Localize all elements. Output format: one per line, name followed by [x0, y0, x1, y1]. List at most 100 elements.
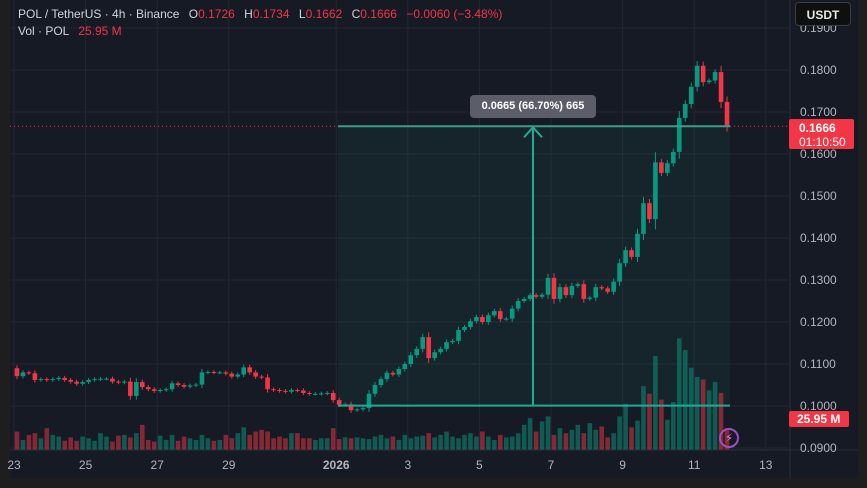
volume-bar [503, 437, 509, 450]
volume-bar [38, 438, 44, 450]
volume-bar [181, 436, 187, 450]
volume-bar [653, 355, 658, 450]
candle-body [20, 372, 26, 377]
volume-bar [14, 431, 20, 450]
candle-body [229, 373, 235, 377]
last-price-tag: 0.1666 01:10:50 [789, 119, 854, 149]
close-label: C [351, 7, 361, 21]
candle-body [462, 327, 467, 330]
volume-bar [700, 379, 706, 450]
candle-body [718, 72, 724, 102]
candle-body [307, 392, 312, 394]
volume-bar [462, 434, 467, 450]
volume-bar [694, 376, 700, 450]
candle-body [104, 378, 109, 380]
candle-body [569, 285, 575, 296]
volume-bar [307, 438, 312, 450]
volume-bar [426, 433, 431, 450]
volume-bar [92, 440, 97, 450]
symbol-title[interactable]: POL / TetherUS · 4h · Binance [18, 7, 180, 21]
candle-body [318, 393, 324, 395]
volume-bar [20, 439, 26, 450]
candle-body [706, 80, 712, 83]
candle-body [193, 384, 199, 386]
candle-body [450, 340, 455, 343]
candle-body [372, 385, 378, 394]
candle-body [145, 387, 151, 390]
volume-bar [480, 431, 485, 450]
volume-bar [366, 439, 372, 450]
candle-body [169, 383, 175, 390]
candle-body [348, 404, 354, 411]
candle-body [259, 376, 264, 378]
volume-bar [641, 386, 646, 450]
volume-bar [157, 435, 163, 450]
volume-bar [593, 429, 599, 450]
price-tick-label: 0.1400 [800, 231, 837, 245]
volume-bar [611, 433, 616, 450]
candle-body [390, 372, 396, 375]
volume-row: Vol · POL 25.95 M [18, 23, 502, 40]
candle-body [563, 287, 569, 296]
volume-bar [145, 439, 151, 450]
candle-body [408, 355, 414, 364]
candle-body [271, 389, 276, 391]
volume-bar [235, 433, 241, 450]
time-tick-label: 7 [548, 458, 555, 472]
volume-bar [432, 437, 437, 450]
candle-body [241, 367, 247, 375]
volume-value: 25.95 M [78, 24, 122, 38]
candle-body [426, 337, 431, 359]
candle-body [474, 316, 479, 322]
candle-body [700, 65, 706, 83]
candle-body [199, 372, 205, 385]
time-tick-label: 25 [79, 458, 93, 472]
candle-body [187, 385, 193, 387]
volume-bar [98, 433, 103, 450]
volume-bar [128, 437, 133, 450]
candle-body [38, 379, 44, 381]
candle-body [611, 281, 616, 292]
candle-body [74, 381, 79, 384]
volume-bar [551, 434, 557, 450]
candle-body [157, 390, 163, 392]
candle-body [68, 379, 73, 382]
volume-bar [259, 429, 264, 450]
volume-bar [289, 433, 294, 450]
volume-bar [187, 438, 193, 450]
volume-bar [336, 439, 342, 450]
volume-bar [420, 435, 426, 450]
volume-bar [205, 438, 211, 450]
candle-body [211, 371, 217, 373]
candle-body [289, 390, 294, 392]
volume-label[interactable]: Vol · POL [18, 24, 69, 38]
candle-body [44, 379, 50, 381]
volume-bar [247, 434, 252, 450]
candle-body [480, 316, 485, 322]
volume-bar [581, 433, 587, 450]
volume-bar [509, 436, 515, 450]
candle-body [527, 295, 533, 299]
candle-body [366, 393, 372, 409]
volume-bar [539, 421, 545, 450]
candle-body [80, 382, 85, 384]
candle-body [605, 288, 610, 292]
currency-button[interactable]: USDT [795, 2, 851, 26]
time-tick-label: 23 [7, 458, 21, 472]
volume-bar [211, 440, 217, 450]
volume-bar [408, 438, 414, 450]
volume-bar [330, 428, 336, 450]
candle-body [330, 392, 336, 401]
low-label: L [298, 7, 306, 21]
candle-body [283, 390, 288, 392]
candle-body [486, 315, 491, 322]
lightning-icon[interactable]: ⚡ [719, 428, 739, 448]
volume-bar [301, 438, 306, 450]
volume-bar [68, 437, 73, 450]
candle-body [301, 390, 306, 393]
candle-body [163, 389, 169, 391]
volume-bar [474, 436, 479, 450]
volume-bar [545, 416, 551, 450]
volume-bar [80, 436, 85, 450]
